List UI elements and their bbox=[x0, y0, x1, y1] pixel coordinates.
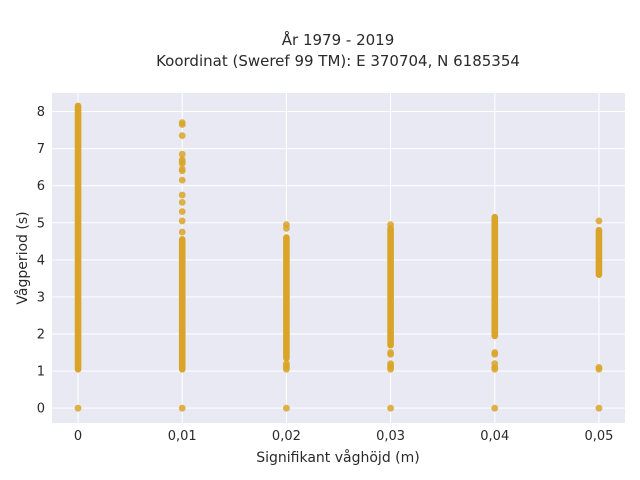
point-band bbox=[491, 213, 499, 340]
point-band bbox=[283, 234, 290, 362]
data-point bbox=[491, 349, 499, 356]
x-axis-label: Signifikant våghöjd (m) bbox=[256, 449, 419, 466]
y-axis-label: Vågperiod (s) bbox=[14, 211, 31, 304]
data-point bbox=[178, 156, 186, 164]
data-point bbox=[283, 360, 290, 368]
data-points bbox=[74, 102, 603, 412]
x-tick-label: 0,01 bbox=[168, 429, 197, 444]
data-point bbox=[283, 404, 290, 412]
y-tick-label: 0 bbox=[37, 402, 45, 417]
data-point bbox=[178, 191, 186, 199]
data-point bbox=[178, 217, 186, 225]
y-gridlines bbox=[52, 111, 625, 409]
x-tick-label: 0,04 bbox=[480, 429, 509, 444]
data-point bbox=[595, 404, 603, 412]
x-tick-label: 0 bbox=[74, 429, 82, 444]
data-point bbox=[178, 208, 186, 216]
chart-title: År 1979 - 2019 bbox=[282, 30, 395, 49]
point-band bbox=[74, 102, 82, 373]
data-point bbox=[283, 221, 290, 229]
data-point bbox=[178, 176, 186, 184]
plot-background bbox=[52, 93, 625, 423]
data-point bbox=[178, 119, 186, 127]
data-point bbox=[178, 198, 186, 206]
data-point bbox=[178, 165, 186, 173]
data-point bbox=[595, 363, 603, 371]
point-band bbox=[595, 226, 603, 278]
x-tick-label: 0,05 bbox=[584, 429, 613, 444]
y-tick-label: 8 bbox=[37, 105, 45, 120]
x-tick-labels: 0 0,01 0,02 0,03 0,04 0,05 bbox=[74, 429, 614, 444]
y-tick-label: 6 bbox=[37, 179, 45, 194]
point-band bbox=[178, 236, 186, 373]
data-point bbox=[491, 404, 499, 412]
data-point bbox=[387, 221, 394, 229]
data-point bbox=[178, 150, 186, 158]
data-point bbox=[387, 349, 394, 356]
chart-subtitle: Koordinat (Sweref 99 TM): E 370704, N 61… bbox=[156, 52, 520, 70]
x-tick-label: 0,03 bbox=[376, 429, 405, 444]
data-point bbox=[387, 360, 394, 368]
y-tick-labels: 0 1 2 3 4 5 6 7 8 bbox=[37, 105, 45, 417]
data-point bbox=[387, 404, 394, 412]
y-tick-label: 1 bbox=[37, 365, 45, 380]
y-tick-label: 7 bbox=[37, 142, 45, 157]
y-tick-label: 5 bbox=[37, 216, 45, 231]
data-point bbox=[491, 360, 499, 368]
data-point bbox=[595, 217, 603, 225]
x-tick-label: 0,02 bbox=[272, 429, 301, 444]
y-tick-label: 4 bbox=[37, 253, 45, 268]
data-point bbox=[74, 404, 82, 412]
data-point bbox=[178, 228, 186, 236]
y-tick-label: 2 bbox=[37, 328, 45, 343]
data-point bbox=[178, 404, 186, 412]
y-tick-label: 3 bbox=[37, 290, 45, 305]
point-band bbox=[387, 225, 394, 349]
data-point bbox=[178, 132, 186, 140]
